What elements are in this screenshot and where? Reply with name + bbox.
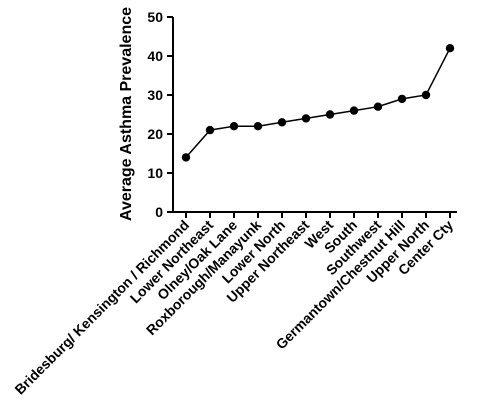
data-point: [373, 102, 383, 111]
data-point: [253, 122, 263, 131]
y-tick-label: 0: [155, 204, 163, 220]
data-point: [301, 114, 311, 123]
y-tick-label: 40: [147, 48, 163, 64]
data-point: [421, 90, 431, 100]
y-tick-label: 50: [147, 9, 163, 25]
data-points: [181, 44, 455, 162]
data-point: [277, 118, 287, 127]
y-tick-label: 10: [147, 165, 163, 181]
data-point: [229, 122, 239, 131]
data-point: [181, 153, 191, 162]
data-point: [445, 44, 455, 53]
data-point: [325, 110, 335, 119]
y-tick-label: 30: [147, 87, 163, 103]
series-line: [185, 47, 451, 158]
data-point: [349, 106, 359, 115]
y-axis-ticks: 0 10 20 30 40 50: [147, 9, 173, 220]
y-tick-label: 20: [147, 126, 163, 142]
data-point: [397, 94, 407, 104]
data-point: [205, 125, 215, 135]
y-axis-title: Average Asthma Prevalence: [118, 7, 135, 221]
